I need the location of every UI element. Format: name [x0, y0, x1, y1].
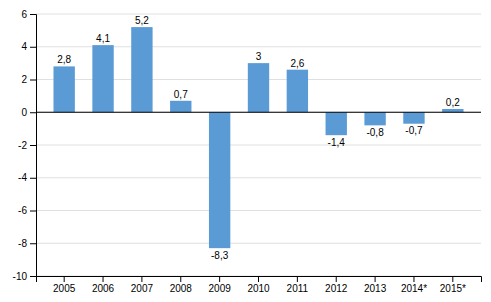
bar — [131, 27, 152, 112]
y-tick-mark — [30, 145, 36, 146]
x-tick: 2015* — [440, 276, 466, 294]
y-tick-label: -8 — [18, 238, 27, 249]
data-label: -8,3 — [211, 250, 229, 261]
x-tick-label: 2007 — [131, 283, 154, 294]
x-tick: 2005 — [53, 276, 76, 294]
bars — [53, 27, 463, 248]
bar — [287, 70, 308, 113]
y-tick-label: 2 — [21, 74, 27, 85]
bar — [403, 112, 424, 123]
y-tick-mark — [30, 211, 36, 212]
y-tick-mark — [30, 276, 36, 277]
grid-line — [36, 210, 481, 211]
y-tick-label: 6 — [21, 9, 27, 20]
data-label: -0,8 — [366, 127, 384, 138]
bar — [170, 101, 191, 112]
y-tick-label: 0 — [21, 107, 27, 118]
y-tick: -10 — [13, 271, 36, 282]
x-tick-mark — [180, 276, 181, 282]
data-label: 4,1 — [96, 33, 110, 44]
bar — [248, 63, 269, 112]
data-label: -0,7 — [405, 125, 423, 136]
grid-line — [36, 243, 481, 244]
y-tick-mark — [30, 243, 36, 244]
chart: -10-8-6-4-202462005200620072008200920102… — [0, 0, 491, 302]
x-tick-mark — [452, 276, 453, 282]
x-tick: 2013 — [364, 276, 387, 294]
x-tick-mark — [64, 276, 65, 282]
y-tick: 0 — [21, 107, 36, 118]
x-tick: 2009 — [209, 276, 232, 294]
x-tick-label: 2006 — [92, 283, 115, 294]
y-axis-line — [30, 15, 37, 277]
x-tick: 2008 — [170, 276, 193, 294]
y-tick: 6 — [21, 9, 36, 20]
x-tick: 2011 — [287, 276, 309, 294]
y-tick: 2 — [21, 74, 36, 85]
y-tick-mark — [30, 80, 36, 81]
bar — [53, 66, 74, 112]
x-tick-mark — [258, 276, 259, 282]
y-tick-label: -2 — [18, 140, 27, 151]
x-tick-mark — [103, 276, 104, 282]
x-axis-line — [37, 277, 482, 283]
data-label: 0,7 — [174, 89, 188, 100]
grid-line — [36, 145, 481, 146]
x-axis: 2005 2006 2007 2008 2009 2010 2011 2012 2013 2014… — [37, 276, 482, 294]
bar — [364, 112, 385, 125]
x-tick-mark — [219, 276, 220, 282]
x-tick-label: 2009 — [209, 283, 232, 294]
y-tick-label: -6 — [18, 205, 27, 216]
data-label: 2,6 — [290, 58, 304, 69]
data-label: -1,4 — [328, 137, 346, 148]
x-tick-mark — [375, 276, 376, 282]
x-tick-label: 2014* — [401, 283, 427, 294]
bar — [92, 45, 113, 112]
x-tick-mark — [297, 276, 298, 282]
grid-line — [36, 177, 481, 178]
bar — [326, 112, 347, 135]
x-tick-label: 2015* — [440, 283, 466, 294]
grid-line — [36, 112, 481, 113]
x-tick-label: 2008 — [170, 283, 193, 294]
grid — [36, 14, 481, 276]
x-tick-label: 2013 — [364, 283, 387, 294]
x-tick-label: 2010 — [247, 283, 270, 294]
y-tick-mark — [30, 178, 36, 179]
y-tick: -2 — [18, 140, 36, 151]
x-tick-label: 2012 — [325, 283, 348, 294]
y-tick: -4 — [18, 172, 36, 183]
y-axis: -10 -8 -6 -4 -2 0 2 4 6 — [13, 9, 37, 282]
x-tick: 2006 — [92, 276, 115, 294]
x-tick: 2007 — [131, 276, 154, 294]
x-tick-label: 2011 — [287, 283, 309, 294]
y-tick-label: -4 — [18, 172, 27, 183]
x-tick-label: 2005 — [53, 283, 76, 294]
x-tick: 2010 — [247, 276, 270, 294]
data-label: 5,2 — [135, 15, 149, 26]
plot: -10-8-6-4-202462005200620072008200920102… — [13, 9, 482, 294]
data-label: 0,2 — [446, 97, 460, 108]
y-tick-mark — [30, 47, 36, 48]
x-tick: 2014* — [401, 276, 427, 294]
x-tick-mark — [336, 276, 337, 282]
y-tick: -8 — [18, 238, 36, 249]
y-tick: 4 — [21, 41, 36, 52]
y-tick-mark — [30, 112, 36, 113]
data-labels: 2,8 4,1 5,2 0,7 -8,3 3 2,6 -1,4 -0,8 -0,7 0,2 — [57, 15, 460, 261]
y-tick-label: -10 — [13, 271, 28, 282]
grid-line — [36, 14, 481, 15]
x-tick: 2012 — [325, 276, 348, 294]
y-tick-label: 4 — [21, 41, 27, 52]
bar — [209, 112, 230, 248]
x-tick-mark — [141, 276, 142, 282]
y-tick: -6 — [18, 205, 36, 216]
x-tick-mark — [413, 276, 414, 282]
data-label: 3 — [256, 51, 262, 62]
zero-line — [36, 112, 481, 113]
y-tick-mark — [30, 14, 36, 15]
data-label: 2,8 — [57, 54, 71, 65]
